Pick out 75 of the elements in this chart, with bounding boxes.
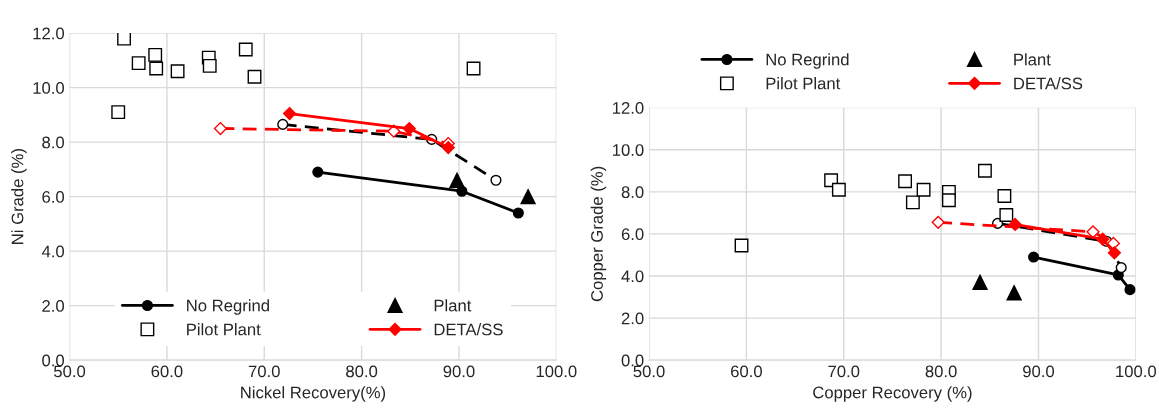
point — [977, 163, 992, 178]
x-tick-label: 70.0 — [828, 365, 860, 378]
x-axis-title: Copper Recovery (%) — [813, 386, 972, 402]
point — [111, 105, 126, 120]
x-tick-label: 80.0 — [346, 365, 378, 378]
y-tick-label: 6.0 — [42, 191, 65, 203]
x-tick-label: 60.0 — [151, 365, 183, 378]
point — [490, 174, 502, 186]
point — [148, 47, 163, 62]
point — [202, 58, 217, 73]
point — [999, 208, 1014, 222]
point — [972, 274, 988, 290]
point — [1086, 225, 1100, 239]
point — [1107, 246, 1121, 260]
y-axis-title: Copper Grade (%) — [590, 166, 607, 302]
point — [238, 42, 253, 57]
point — [247, 69, 262, 84]
legend-label: DETA/SS — [434, 323, 503, 336]
x-tick-label: 90.0 — [1023, 365, 1055, 378]
y-tick-label: 4.0 — [41, 245, 65, 258]
point — [312, 166, 324, 178]
y-tick-label: 2.0 — [42, 300, 65, 312]
point — [449, 172, 465, 188]
y-tick-label: 10.0 — [33, 82, 65, 94]
point — [831, 182, 846, 197]
point — [277, 118, 289, 130]
y-tick-label: 6.0 — [621, 228, 644, 241]
point — [402, 121, 416, 136]
point — [1028, 251, 1040, 263]
x-tick-label: 90.0 — [443, 365, 475, 378]
point — [931, 215, 945, 229]
point — [905, 195, 920, 210]
legend-label: No Regrind — [766, 53, 849, 69]
y-tick-label: 8.0 — [42, 136, 65, 149]
x-axis-title: Nickel Recovery(%) — [241, 386, 386, 402]
point — [1115, 262, 1127, 274]
y-tick-label: 12.0 — [613, 102, 644, 114]
point — [170, 64, 185, 79]
point — [213, 121, 228, 136]
legend-label: Plant — [1014, 53, 1051, 66]
point — [1008, 217, 1022, 232]
point — [512, 207, 524, 219]
y-tick-label: 12.0 — [33, 27, 65, 40]
legend-label: Pilot Plant — [187, 323, 261, 336]
point — [1124, 284, 1136, 296]
y-tick-label: 2.0 — [621, 312, 644, 325]
x-tick-label: 50.0 — [53, 365, 86, 378]
x-tick-label: 70.0 — [248, 365, 280, 378]
y-tick-label: 4.0 — [621, 270, 644, 283]
x-tick-label: 50.0 — [633, 365, 665, 378]
y-tick-label: 0.0 — [42, 354, 65, 367]
y-tick-label: 10.0 — [613, 144, 644, 156]
point — [149, 61, 164, 76]
point — [997, 189, 1012, 203]
point — [916, 182, 931, 197]
x-tick-label: 80.0 — [925, 365, 957, 378]
legend-label: No Regrind — [187, 299, 269, 315]
x-tick-label: 60.0 — [731, 365, 762, 378]
point — [1096, 232, 1110, 246]
point — [441, 141, 455, 155]
point — [131, 56, 146, 71]
point — [898, 174, 913, 189]
point — [466, 61, 481, 76]
point — [282, 106, 297, 121]
x-tick-label: 100.0 — [536, 365, 577, 378]
point — [941, 193, 956, 208]
legend-label: Pilot Plant — [766, 77, 841, 90]
y-axis-title: Ni Grade (%) — [11, 149, 27, 244]
x-tick-label: 100.0 — [1116, 365, 1157, 378]
y-tick-label: 8.0 — [621, 186, 644, 199]
point — [520, 189, 536, 205]
y-tick-label: 0.0 — [621, 354, 644, 367]
legend-label: DETA/SS — [1014, 77, 1083, 90]
point — [1006, 285, 1022, 301]
legend-label: Plant — [434, 299, 472, 312]
